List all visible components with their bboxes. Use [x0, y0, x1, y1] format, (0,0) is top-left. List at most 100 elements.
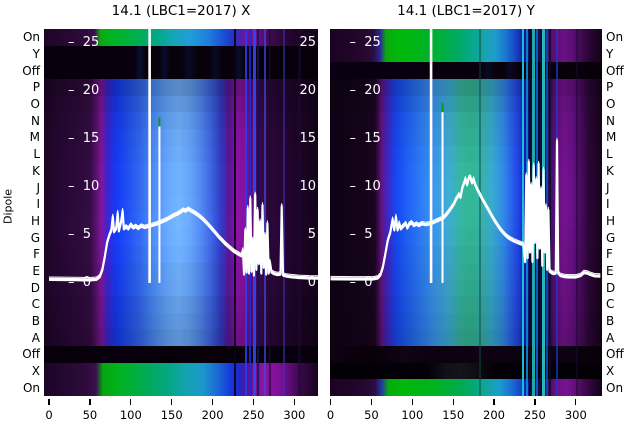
overlay-tick-left-x-20: – 20: [68, 83, 100, 98]
column-stripe-y-0: [479, 29, 481, 396]
row-label-right-off-19: Off: [606, 347, 624, 362]
x-tick-label-y-300: 300: [564, 408, 587, 422]
row-label-left-j-9: J: [36, 180, 40, 195]
row-label-right-f-13: F: [606, 247, 613, 262]
overlay-tick-left-x-0: – 0: [68, 275, 92, 290]
x-tick-y-100: [411, 399, 413, 405]
row-label-right-h-11: H: [606, 213, 616, 228]
row-label-right-l-7: L: [606, 147, 613, 162]
row-label-left-b-17: B: [31, 313, 40, 328]
row-label-right-c-16: C: [606, 297, 615, 312]
overlay-tick-left-y-15: – 15: [349, 131, 381, 146]
overlay-tick-right-x-5: 5: [307, 227, 316, 242]
row-label-left-a-18: A: [31, 330, 40, 345]
x-tick-y-0: [329, 399, 332, 405]
x-tick-y-200: [493, 399, 495, 405]
overlay-tick-right-x-15: 15: [299, 131, 316, 146]
loss-curve-overlay-y: [330, 29, 601, 283]
x-tick-x-150: [171, 399, 173, 405]
row-label-left-k-8: K: [32, 163, 40, 178]
row-label-left-d-15: D: [30, 280, 40, 295]
row-label-right-a-18: A: [606, 330, 615, 345]
row-label-left-n-5: N: [31, 113, 40, 128]
column-stripe-x-1: [245, 29, 248, 396]
x-tick-label-y-50: 50: [364, 408, 379, 422]
x-tick-label-y-250: 250: [523, 408, 546, 422]
x-tick-label-y-100: 100: [401, 408, 424, 422]
row-label-left-h-11: H: [30, 213, 40, 228]
row-label-right-e-14: E: [606, 263, 614, 278]
x-tick-y-150: [452, 399, 454, 405]
row-label-left-i-10: I: [36, 197, 40, 212]
overlay-tick-right-x-25: 25: [299, 35, 316, 50]
row-label-left-off-2: Off: [22, 63, 40, 78]
overlay-tick-left-y-25: – 25: [349, 35, 381, 50]
x-tick-x-0: [48, 399, 50, 405]
overlay-tick-left-x-5: – 5: [68, 227, 92, 242]
row-label-left-c-16: C: [31, 297, 40, 312]
column-stripe-x-6: [269, 29, 271, 396]
x-tick-x-200: [212, 399, 214, 405]
overlay-tick-left-x-15: – 15: [68, 131, 100, 146]
row-label-right-k-8: K: [606, 163, 614, 178]
overlay-tick-left-y-10: – 10: [349, 179, 381, 194]
x-tick-label-x-0: 0: [45, 408, 53, 422]
row-label-left-on-21: On: [22, 380, 40, 395]
row-label-right-d-15: D: [606, 280, 616, 295]
column-stripe-y-1: [521, 29, 524, 396]
overlay-tick-left-y-5: – 5: [349, 227, 373, 242]
loss-curve-overlay-x: [48, 29, 318, 283]
row-label-right-m-6: M: [606, 130, 617, 145]
panel-title-x: 14.1 (LBC1=2017) X: [111, 3, 251, 19]
row-label-right-off-2: Off: [606, 63, 624, 78]
column-stripe-x-0: [233, 29, 236, 396]
row-label-right-i-10: I: [606, 197, 610, 212]
row-label-right-y-1: Y: [606, 47, 614, 61]
row-label-left-p-3: P: [32, 80, 40, 95]
x-tick-label-x-200: 200: [201, 408, 224, 422]
row-label-right-n-5: N: [606, 113, 615, 128]
row-label-right-p-3: P: [606, 80, 614, 95]
overlay-tick-left-x-25: – 25: [68, 35, 100, 50]
column-stripe-x-8: [297, 29, 301, 396]
x-tick-label-x-50: 50: [82, 408, 98, 422]
overlay-tick-right-x-20: 20: [299, 83, 316, 98]
row-label-left-g-12: G: [30, 230, 40, 245]
row-label-left-o-4: O: [30, 97, 40, 112]
column-stripe-y-9: [549, 29, 552, 396]
row-label-right-o-4: O: [606, 97, 616, 112]
overlay-tick-left-x-10: – 10: [68, 179, 100, 194]
x-tick-x-100: [130, 399, 132, 405]
overlay-tick-right-x-0: 0: [307, 275, 316, 290]
x-tick-label-x-150: 150: [160, 408, 183, 422]
heatmap-panel-y: – 25 – 20 – 15 – 10 – 5 – 0: [330, 29, 602, 396]
x-tick-x-50: [89, 399, 91, 405]
panel-title-y: 14.1 (LBC1=2017) Y: [397, 3, 535, 19]
row-label-right-j-9: J: [606, 180, 610, 195]
row-label-right-on-0: On: [606, 30, 624, 45]
x-tick-x-300: [293, 399, 296, 405]
row-label-right-b-17: B: [606, 313, 615, 328]
column-stripe-y-11: [576, 29, 578, 396]
x-tick-y-250: [534, 399, 536, 405]
row-label-right-on-21: On: [606, 380, 624, 395]
x-tick-y-300: [575, 399, 577, 405]
row-label-left-off-19: Off: [22, 347, 40, 362]
row-label-left-f-13: F: [33, 247, 40, 262]
x-tick-label-y-0: 0: [326, 408, 335, 422]
x-tick-label-y-200: 200: [483, 408, 505, 422]
row-label-left-x-20: X: [31, 364, 40, 378]
x-tick-label-x-250: 250: [242, 408, 265, 422]
overlay-tick-left-y-0: – 0: [349, 275, 373, 290]
row-label-left-l-7: L: [33, 147, 40, 162]
x-tick-label-y-150: 150: [442, 408, 465, 422]
row-label-left-e-14: E: [32, 263, 40, 278]
row-label-left-on-0: On: [22, 30, 40, 45]
x-tick-y-50: [370, 399, 373, 405]
overlay-tick-left-y-20: – 20: [349, 83, 381, 98]
row-label-left-m-6: M: [29, 130, 40, 145]
column-stripe-x-7: [282, 29, 285, 396]
row-label-left-y-1: Y: [32, 47, 40, 61]
x-tick-label-x-100: 100: [119, 408, 142, 422]
